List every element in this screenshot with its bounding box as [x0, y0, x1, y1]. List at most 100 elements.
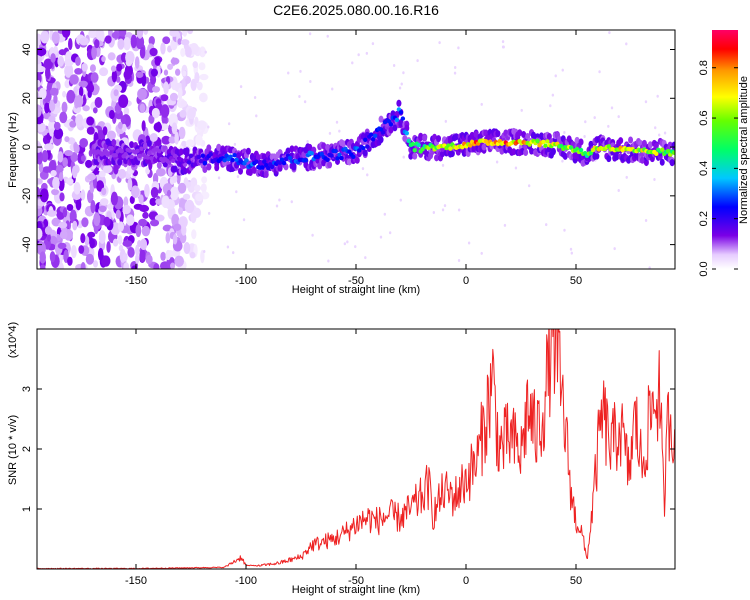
spectrogram-noise-cell [155, 198, 164, 205]
spectrogram-ridge-cell [410, 141, 415, 147]
spectrogram-noise-cell [138, 218, 148, 227]
spectrogram-noise-cell [64, 136, 70, 143]
spectrogram-ridge-cell [335, 156, 340, 161]
spectrogram-halo-cell [495, 130, 501, 138]
spectrogram-halo-cell [172, 165, 178, 173]
spectrogram-ridge-cell [545, 139, 550, 144]
spectrogram-noise-cell [255, 114, 258, 118]
spectrogram-halo-cell [641, 139, 647, 147]
spectrogram-halo-cell [117, 158, 123, 166]
spectrogram-noise-cell [168, 136, 176, 144]
spectrogram-ridge-cell [361, 145, 366, 151]
spectrogram-noise-cell [42, 166, 52, 173]
spectrogram-halo-cell [643, 159, 649, 167]
spectrogram-noise-cell [46, 209, 57, 217]
spectrogram-noise-cell [201, 176, 208, 184]
spectrogram-noise-cell [200, 249, 205, 264]
spectrogram-noise-cell [45, 66, 51, 80]
spectrogram-ridge-cell [208, 151, 213, 157]
spectrogram-noise-cell [501, 45, 505, 49]
spectrogram-noise-cell [115, 209, 121, 220]
spectrogram-noise-cell [239, 85, 243, 89]
spectrogram-noise-cell [457, 46, 460, 50]
spectrogram-noise-cell [40, 30, 50, 44]
spectrogram-halo-cell [517, 129, 523, 137]
spectrogram-noise-cell [171, 213, 180, 227]
spectrogram-noise-cell [235, 190, 238, 194]
spectrogram-halo-cell [523, 149, 529, 157]
spectrogram-noise-cell [61, 101, 68, 114]
spectrogram-halo-cell [639, 156, 645, 164]
spectrogram-noise-cell [185, 139, 195, 147]
spectrogram-noise-cell [166, 250, 175, 258]
spectrogram-halo-cell [546, 133, 552, 141]
spectrogram-noise-cell [57, 242, 67, 250]
spectrogram-noise-cell [306, 140, 309, 144]
spectrogram-noise-cell [658, 133, 661, 137]
spectrogram-noise-cell [242, 218, 246, 222]
spectrogram-noise-cell [154, 56, 161, 66]
spectrogram-ridge-cell [123, 151, 128, 157]
spectrogram-ridge-cell [368, 132, 374, 137]
spectrogram-noise-cell [207, 211, 211, 215]
spectrogram-noise-cell [89, 237, 95, 249]
spectrogram-ridge-cell [287, 155, 293, 161]
spectrogram-noise-cell [584, 120, 587, 124]
spectrogram-halo-cell [184, 149, 190, 157]
spectrogram-noise-cell [181, 140, 187, 147]
spectrogram-noise-cell [194, 184, 201, 192]
spectrogram-noise-cell [44, 226, 53, 235]
spectrogram-noise-cell [569, 247, 573, 251]
spectrogram-ridge-cell [541, 139, 546, 144]
spectrogram-noise-cell [53, 127, 64, 140]
spectrogram-noise-cell [182, 30, 188, 37]
spectrogram-noise-cell [126, 214, 135, 226]
spectrogram-ridge-cell [400, 116, 406, 121]
spectrogram-halo-cell [618, 137, 624, 145]
spectrogram-noise-cell [148, 36, 155, 46]
spectrogram-noise-cell [48, 115, 56, 123]
spectrogram-noise-cell [81, 217, 89, 228]
spectrogram-ridge-cell [170, 158, 176, 164]
spectrogram-noise-cell [87, 231, 96, 238]
spectrogram-halo-cell [449, 150, 455, 158]
spectrogram-noise-cell [91, 45, 97, 60]
spectrogram-noise-cell [134, 56, 140, 69]
spectrogram-noise-cell [123, 196, 129, 208]
spectrogram-halo-cell [418, 134, 424, 142]
spectrogram-noise-cell [43, 143, 54, 151]
spectrogram-noise-cell [236, 175, 240, 179]
spectrogram-halo-cell [669, 159, 675, 167]
spectrogram-halo-cell [606, 155, 612, 163]
spectrogram-noise-cell [172, 175, 178, 183]
spectrogram-noise-cell [227, 122, 231, 126]
spectrogram-noise-cell [123, 262, 130, 269]
spectrogram-ridge-cell [303, 158, 309, 163]
spectrogram-noise-cell [135, 244, 140, 257]
snr-y-label: SNR (10 * v/v) [7, 415, 19, 485]
spectrogram-ridge-cell [667, 152, 673, 157]
spectrogram-ridge-cell [200, 153, 206, 158]
spectrogram-halo-cell [653, 142, 659, 150]
spectrogram-ridge-cell [460, 144, 465, 150]
spectrogram-noise-cell [86, 83, 95, 94]
spectrogram-ridge-cell [157, 148, 162, 154]
snr-x-ticks: -150 -100 -50 0 50 [125, 329, 582, 587]
spectrogram-halo-cell [340, 140, 346, 148]
spectrogram-halo-cell [392, 124, 398, 132]
spectrogram-noise-cell [204, 50, 207, 54]
spectrogram-halo-cell [93, 158, 99, 166]
spectrogram-noise-cell [207, 125, 210, 129]
spectrogram-noise-cell [551, 93, 555, 97]
spectrogram-ridge-cell [254, 159, 259, 164]
spectrogram-noise-cell [583, 135, 586, 139]
spectrogram-halo-cell [574, 136, 580, 144]
colorbar-ticks: 0.0 0.2 0.4 0.6 0.8 [698, 60, 738, 277]
spectrogram-halo-cell [129, 141, 135, 149]
spectrogram-ridge-cell [660, 147, 665, 152]
spectrogram-ridge-cell [222, 158, 227, 163]
spectrogram-noise-cell [59, 192, 65, 202]
spectrogram-noise-cell [653, 178, 656, 182]
spectrogram-noise-cell [139, 46, 146, 59]
spectrogram-halo-cell [378, 136, 384, 144]
